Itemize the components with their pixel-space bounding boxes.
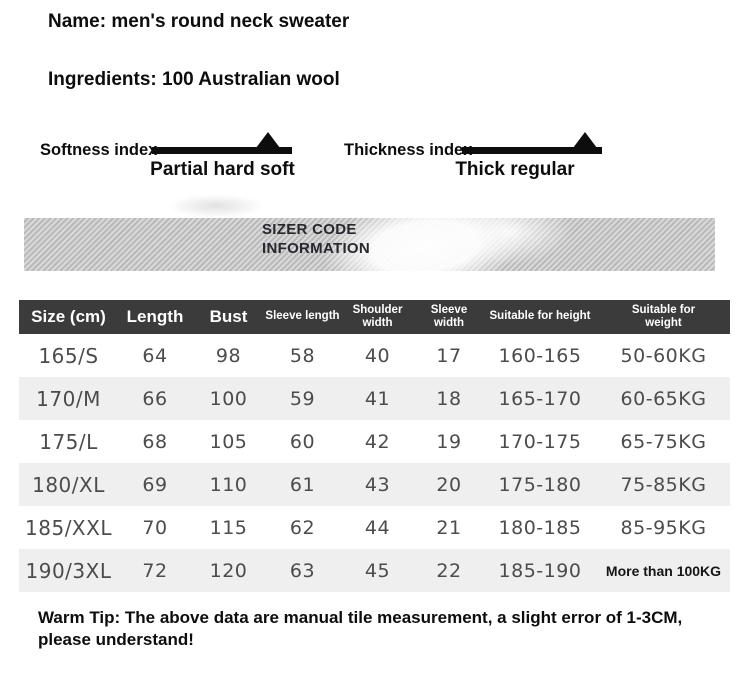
table-cell: 17 xyxy=(436,344,462,367)
table-row: 190/3XL 72 120 63 45 22 185-190 More than 100KG xyxy=(19,549,730,592)
table-row: 180/XL 69 110 61 43 20 175-180 75-85KG xyxy=(19,463,730,506)
table-cell: 41 xyxy=(364,387,391,410)
table-cell: 60-65KG xyxy=(620,387,707,410)
size-cell: 175/L xyxy=(39,429,98,454)
size-cell: 190/3XL xyxy=(25,558,112,583)
column-header: Suitable for weight xyxy=(597,300,730,334)
table-row: 170/M 66 100 59 41 18 165-170 60-65KG xyxy=(19,377,730,420)
table-cell: 45 xyxy=(364,559,391,582)
table-row: 165/S 64 98 58 40 17 160-165 50-60KG xyxy=(19,334,730,377)
table-cell: 61 xyxy=(289,473,316,496)
product-name-line: Name: men's round neck sweater xyxy=(48,11,350,32)
thickness-marker-triangle-icon xyxy=(570,132,600,152)
table-cell: 59 xyxy=(289,387,316,410)
table-cell: 44 xyxy=(364,516,391,539)
column-header: Size (cm) xyxy=(19,300,118,334)
table-row: 185/XXL 70 115 62 44 21 180-185 85-95KG xyxy=(19,506,730,549)
table-cell: 160-165 xyxy=(498,344,582,367)
size-cell: 170/M xyxy=(36,386,101,411)
size-chart-table: Size (cm) Length Bust Sleeve length Shoulder… xyxy=(19,300,730,592)
table-cell: 20 xyxy=(436,473,462,496)
column-header: Bust xyxy=(192,300,265,334)
table-cell: 66 xyxy=(142,387,168,410)
table-cell: 120 xyxy=(209,559,248,582)
size-table-body: 165/S 64 98 58 40 17 160-165 50-60KG 170/M 66 100 5… xyxy=(19,334,730,592)
banner-title: SIZER CODE INFORMATION xyxy=(262,221,371,258)
thickness-scale-label: Thick regular xyxy=(455,159,575,180)
column-header: Length xyxy=(118,300,192,334)
softness-index-label: Softness index xyxy=(40,141,158,159)
table-cell: 110 xyxy=(209,473,248,496)
table-cell: 42 xyxy=(364,430,391,453)
table-cell: 170-175 xyxy=(498,430,582,453)
table-cell: 43 xyxy=(364,473,391,496)
column-header: Sleeve width xyxy=(415,300,483,334)
warm-tip-note: Warm Tip: The above data are manual tile… xyxy=(38,608,683,649)
table-cell: 100 xyxy=(209,387,248,410)
product-ingredients-line: Ingredients: 100 Australian wool xyxy=(48,69,340,90)
banner-fabric-highlight xyxy=(444,218,574,265)
table-cell: 63 xyxy=(289,559,316,582)
table-cell: 21 xyxy=(436,516,462,539)
table-cell: 165-170 xyxy=(498,387,582,410)
table-cell: 50-60KG xyxy=(620,344,707,367)
column-header: Shoulder width xyxy=(340,300,415,334)
column-header: Sleeve length xyxy=(265,300,340,334)
table-cell: 115 xyxy=(209,516,248,539)
table-cell: 65-75KG xyxy=(620,430,707,453)
table-cell: 22 xyxy=(436,559,462,582)
table-row: 175/L 68 105 60 42 19 170-175 65-75KG xyxy=(19,420,730,463)
softness-scale-label: Partial hard soft xyxy=(150,159,295,180)
table-cell: 68 xyxy=(142,430,168,453)
size-cell: 180/XL xyxy=(32,472,105,497)
table-cell: 19 xyxy=(436,430,462,453)
softness-scale-line xyxy=(152,147,292,154)
thickness-index-label: Thickness index xyxy=(344,141,473,159)
size-cell: 185/XXL xyxy=(25,515,112,540)
table-cell: 58 xyxy=(289,344,316,367)
table-cell: 98 xyxy=(215,344,242,367)
size-cell: 165/S xyxy=(38,343,99,368)
table-header-row: Size (cm) Length Bust Sleeve length Shoulder… xyxy=(19,300,730,334)
background-smudge xyxy=(168,194,264,218)
size-info-banner: SIZER CODE INFORMATION xyxy=(24,218,715,271)
table-cell: 180-185 xyxy=(498,516,582,539)
table-cell: 40 xyxy=(364,344,391,367)
column-header: Suitable for height xyxy=(483,300,597,334)
table-cell: 185-190 xyxy=(498,559,582,582)
softness-marker-triangle-icon xyxy=(253,132,283,152)
thickness-scale-line xyxy=(462,147,602,154)
table-cell: 72 xyxy=(142,559,168,582)
table-cell: 18 xyxy=(436,387,462,410)
table-cell: More than 100KG xyxy=(605,562,722,579)
table-cell: 62 xyxy=(289,516,316,539)
table-cell: 64 xyxy=(142,344,168,367)
table-cell: 69 xyxy=(142,473,168,496)
table-cell: 105 xyxy=(209,430,248,453)
table-cell: 85-95KG xyxy=(620,516,707,539)
table-cell: 175-180 xyxy=(498,473,582,496)
table-cell: 70 xyxy=(142,516,168,539)
table-cell: 75-85KG xyxy=(620,473,707,496)
table-cell: 60 xyxy=(289,430,316,453)
